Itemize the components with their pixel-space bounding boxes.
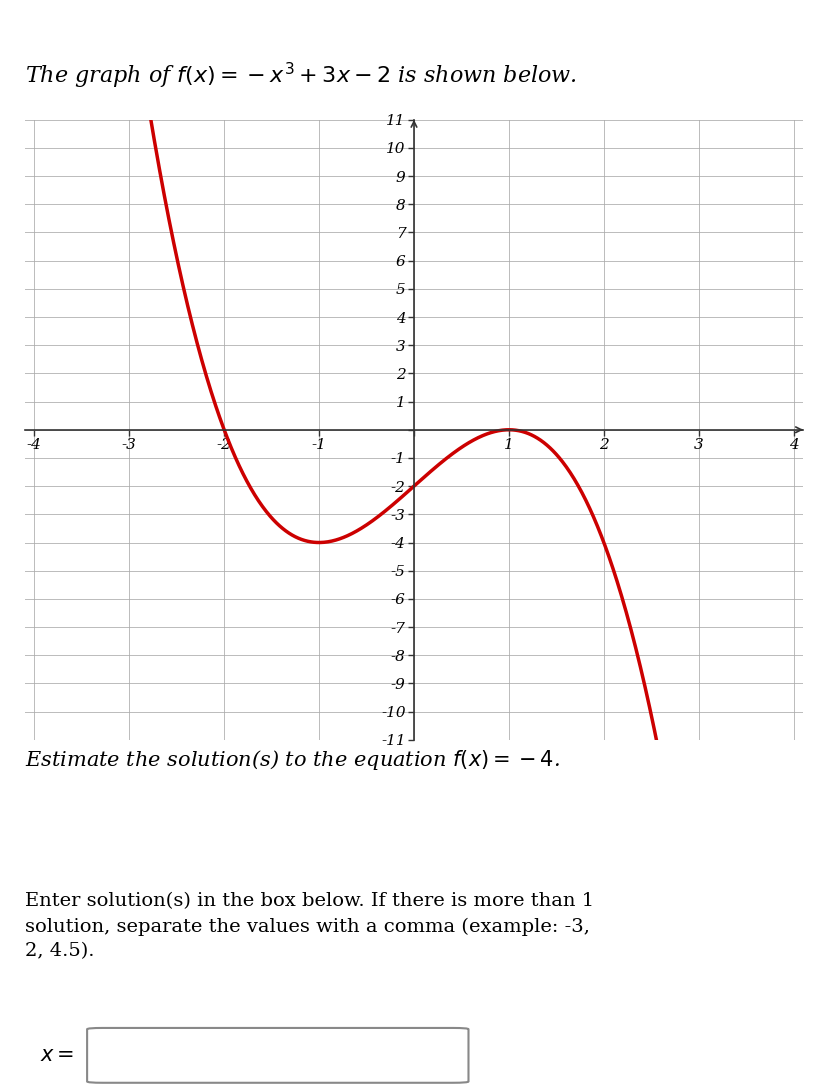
Text: Estimate the solution(s) to the equation $f(x) = -4$.: Estimate the solution(s) to the equation… [25,749,559,772]
FancyBboxPatch shape [87,1028,468,1083]
Text: Enter solution(s) in the box below. If there is more than 1
solution, separate t: Enter solution(s) in the box below. If t… [25,892,593,961]
Text: The graph of $f(x) = -x^3 + 3x - 2$ is shown below.: The graph of $f(x) = -x^3 + 3x - 2$ is s… [25,61,576,91]
Text: $x =$: $x =$ [41,1046,74,1065]
